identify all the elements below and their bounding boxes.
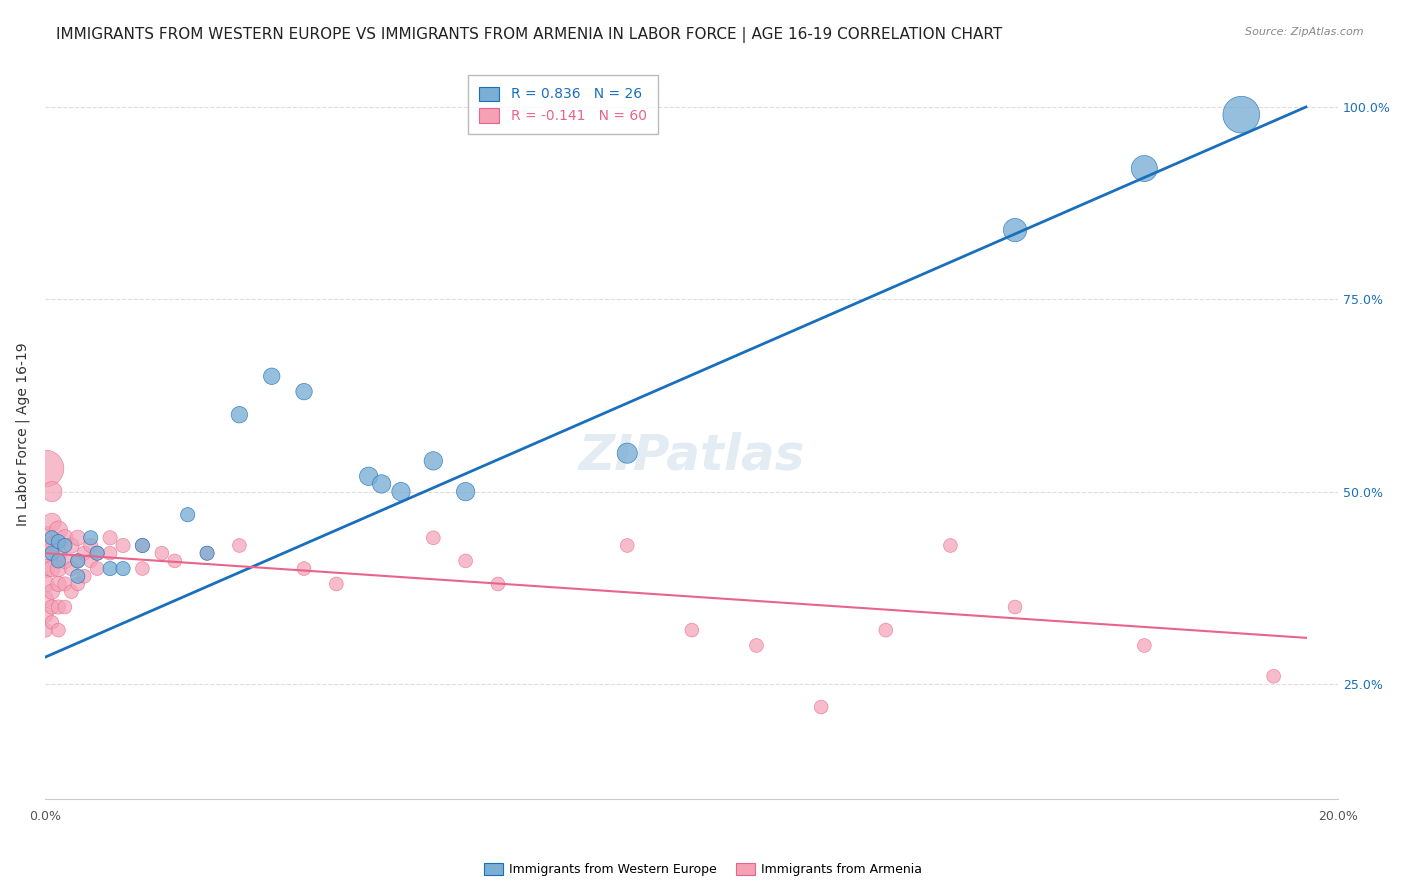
- Point: [422, 531, 444, 545]
- Point: [86, 546, 108, 560]
- Point: [41, 516, 63, 530]
- Point: [486, 577, 509, 591]
- Point: [53, 554, 76, 568]
- Point: [41, 531, 63, 545]
- Point: [66, 577, 89, 591]
- Point: [34, 623, 56, 637]
- Point: [422, 454, 444, 468]
- Point: [48, 623, 70, 637]
- Point: [163, 554, 186, 568]
- Point: [34, 561, 56, 575]
- Point: [150, 546, 173, 560]
- Point: [60, 561, 83, 575]
- Point: [1133, 639, 1156, 653]
- Point: [80, 554, 103, 568]
- Point: [370, 477, 392, 491]
- Point: [228, 539, 250, 553]
- Point: [48, 534, 70, 549]
- Point: [98, 546, 121, 560]
- Point: [616, 539, 638, 553]
- Point: [48, 546, 70, 560]
- Point: [681, 623, 703, 637]
- Point: [66, 554, 89, 568]
- Point: [228, 408, 250, 422]
- Point: [86, 561, 108, 575]
- Point: [73, 569, 96, 583]
- Point: [48, 561, 70, 575]
- Point: [60, 584, 83, 599]
- Legend: R = 0.836   N = 26, R = -0.141   N = 60: R = 0.836 N = 26, R = -0.141 N = 60: [468, 76, 658, 134]
- Point: [60, 539, 83, 553]
- Point: [86, 546, 108, 560]
- Point: [41, 539, 63, 553]
- Point: [810, 700, 832, 714]
- Point: [389, 484, 412, 499]
- Point: [66, 569, 89, 583]
- Point: [131, 561, 153, 575]
- Point: [1230, 108, 1253, 122]
- Point: [1133, 161, 1156, 176]
- Point: [41, 546, 63, 560]
- Point: [53, 600, 76, 615]
- Point: [48, 577, 70, 591]
- Legend: Immigrants from Western Europe, Immigrants from Armenia: Immigrants from Western Europe, Immigran…: [479, 858, 927, 881]
- Point: [98, 531, 121, 545]
- Point: [98, 561, 121, 575]
- Point: [41, 584, 63, 599]
- Point: [260, 369, 283, 384]
- Point: [48, 600, 70, 615]
- Text: ZIPatlas: ZIPatlas: [579, 432, 806, 480]
- Point: [1004, 600, 1026, 615]
- Point: [454, 484, 477, 499]
- Point: [112, 539, 135, 553]
- Point: [34, 531, 56, 545]
- Point: [1004, 223, 1026, 237]
- Point: [80, 539, 103, 553]
- Point: [616, 446, 638, 460]
- Point: [48, 523, 70, 537]
- Point: [48, 554, 70, 568]
- Point: [73, 546, 96, 560]
- Point: [875, 623, 897, 637]
- Point: [1263, 669, 1285, 683]
- Text: Source: ZipAtlas.com: Source: ZipAtlas.com: [1246, 27, 1364, 37]
- Point: [41, 484, 63, 499]
- Y-axis label: In Labor Force | Age 16-19: In Labor Force | Age 16-19: [15, 343, 30, 525]
- Point: [112, 561, 135, 575]
- Point: [292, 384, 315, 399]
- Point: [292, 561, 315, 575]
- Point: [131, 539, 153, 553]
- Point: [34, 577, 56, 591]
- Point: [80, 531, 103, 545]
- Point: [939, 539, 962, 553]
- Point: [41, 561, 63, 575]
- Point: [357, 469, 380, 483]
- Point: [176, 508, 198, 522]
- Point: [53, 531, 76, 545]
- Point: [34, 592, 56, 607]
- Point: [454, 554, 477, 568]
- Point: [41, 600, 63, 615]
- Point: [53, 539, 76, 553]
- Point: [41, 615, 63, 630]
- Point: [66, 554, 89, 568]
- Point: [745, 639, 768, 653]
- Point: [195, 546, 218, 560]
- Point: [325, 577, 347, 591]
- Point: [53, 577, 76, 591]
- Text: IMMIGRANTS FROM WESTERN EUROPE VS IMMIGRANTS FROM ARMENIA IN LABOR FORCE | AGE 1: IMMIGRANTS FROM WESTERN EUROPE VS IMMIGR…: [56, 27, 1002, 43]
- Point: [34, 546, 56, 560]
- Point: [66, 531, 89, 545]
- Point: [34, 607, 56, 622]
- Point: [34, 461, 56, 475]
- Point: [131, 539, 153, 553]
- Point: [195, 546, 218, 560]
